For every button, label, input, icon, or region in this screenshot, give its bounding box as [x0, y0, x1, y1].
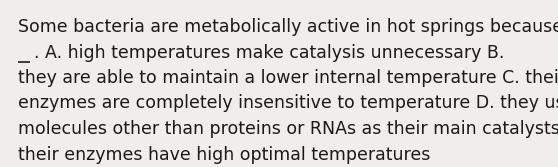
Text: Some bacteria are metabolically active in hot springs because: Some bacteria are metabolically active i…: [18, 18, 558, 36]
Text: molecules other than proteins or RNAs as their main catalysts E.: molecules other than proteins or RNAs as…: [18, 120, 558, 138]
Text: they are able to maintain a lower internal temperature C. their: they are able to maintain a lower intern…: [18, 69, 558, 87]
Text: enzymes are completely insensitive to temperature D. they use: enzymes are completely insensitive to te…: [18, 95, 558, 113]
Text: their enzymes have high optimal temperatures: their enzymes have high optimal temperat…: [18, 145, 430, 163]
Text: . A. high temperatures make catalysis unnecessary B.: . A. high temperatures make catalysis un…: [33, 43, 504, 61]
